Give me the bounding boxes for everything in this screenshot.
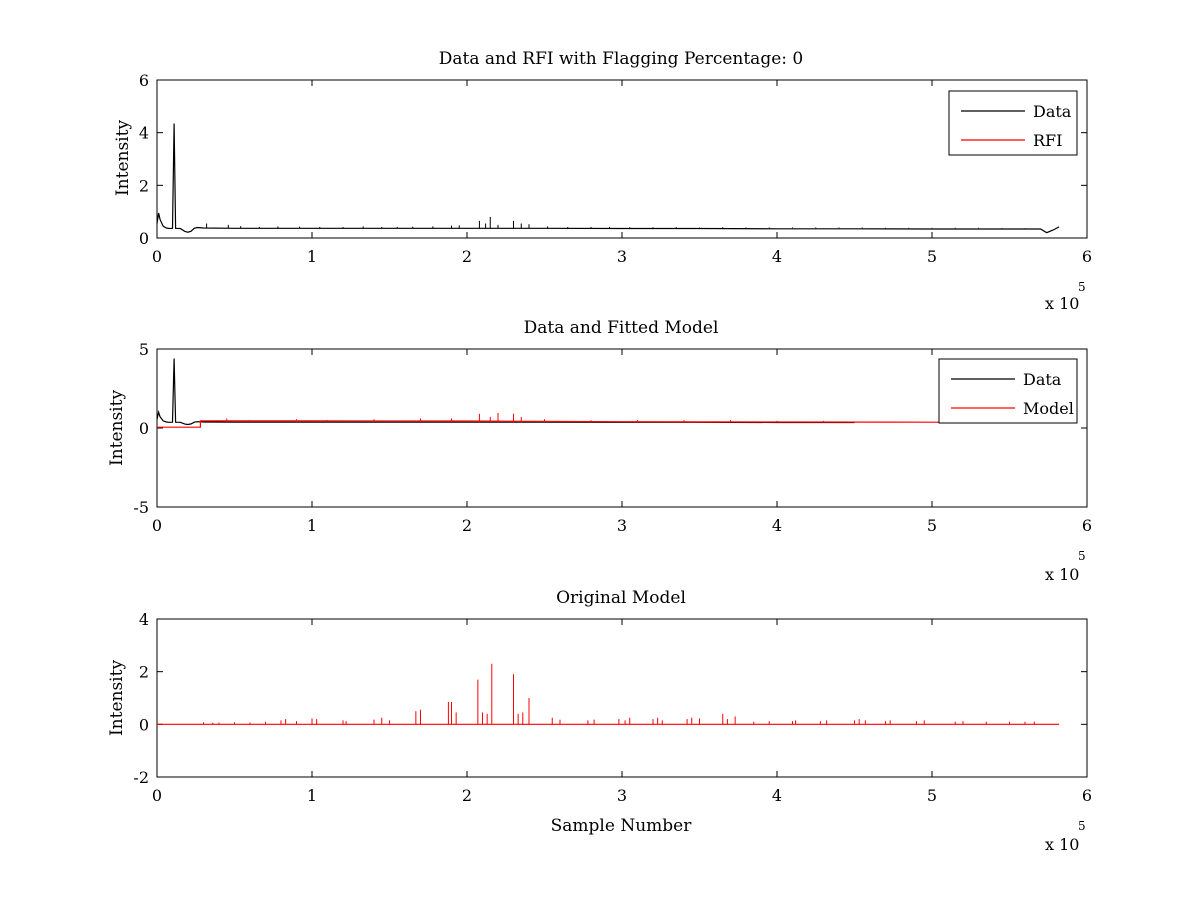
subplot-rfi: Data and RFI with Flagging Percentage: 0… xyxy=(113,49,1092,313)
x-tick-label: 4 xyxy=(772,516,782,535)
y-tick-label: -2 xyxy=(133,768,149,787)
subplot-fit: Data and Fitted Model Intensity x 10 5 0… xyxy=(107,318,1092,584)
legend-label: Data xyxy=(1023,370,1062,389)
x-tick-label: 5 xyxy=(927,247,937,266)
y-tick-label: 6 xyxy=(139,71,149,90)
x-tick-label: 0 xyxy=(152,247,162,266)
plot-title: Data and Fitted Model xyxy=(524,318,719,338)
x-tick-label: 1 xyxy=(307,247,317,266)
x-tick-label: 1 xyxy=(307,786,317,805)
x-multiplier-base: x 10 xyxy=(1045,294,1079,313)
x-tick-label: 3 xyxy=(617,247,627,266)
y-axis-label: Intensity xyxy=(113,120,133,196)
series-line-data xyxy=(156,358,855,426)
x-multiplier-base: x 10 xyxy=(1045,565,1079,584)
plot-title: Data and RFI with Flagging Percentage: 0 xyxy=(439,49,803,69)
x-tick-label: 6 xyxy=(1082,516,1092,535)
legend-box xyxy=(938,358,1078,424)
x-tick-label: 5 xyxy=(927,516,937,535)
y-tick-label: 2 xyxy=(139,176,149,195)
y-tick-label: 0 xyxy=(139,715,149,734)
x-tick-label: 2 xyxy=(462,516,472,535)
x-multiplier-exponent: 5 xyxy=(1078,280,1086,294)
legend-label: Model xyxy=(1023,399,1074,418)
x-tick-label: 5 xyxy=(927,786,937,805)
x-tick-label: 6 xyxy=(1082,247,1092,266)
x-tick-label: 6 xyxy=(1082,786,1092,805)
y-tick-label: 0 xyxy=(139,229,149,248)
x-tick-label: 0 xyxy=(152,516,162,535)
legend-label: Data xyxy=(1033,102,1072,121)
y-tick-label: 5 xyxy=(139,340,149,359)
x-tick-label: 1 xyxy=(307,516,317,535)
y-tick-label: 2 xyxy=(139,663,149,682)
x-axis-label: Sample Number xyxy=(551,816,693,836)
x-multiplier-exponent: 5 xyxy=(1078,819,1086,833)
x-multiplier-exponent: 5 xyxy=(1078,549,1086,563)
legend-box xyxy=(948,90,1078,156)
x-tick-label: 2 xyxy=(462,786,472,805)
x-tick-label: 4 xyxy=(772,247,782,266)
y-tick-label: -5 xyxy=(133,498,149,517)
x-tick-label: 2 xyxy=(462,247,472,266)
y-tick-label: 4 xyxy=(139,610,149,629)
series-line-model xyxy=(157,420,1060,428)
legend-label: RFI xyxy=(1033,131,1062,150)
plot-title: Original Model xyxy=(556,588,686,608)
y-axis-label: Intensity xyxy=(107,390,127,466)
y-axis-label: Intensity xyxy=(107,660,127,736)
x-tick-label: 4 xyxy=(772,786,782,805)
y-tick-label: 0 xyxy=(139,419,149,438)
x-tick-label: 3 xyxy=(617,786,627,805)
series-line-data xyxy=(156,123,1060,234)
subplot-original-model: Original Model Intensity Sample Number x… xyxy=(107,588,1092,854)
x-tick-label: 3 xyxy=(617,516,627,535)
x-multiplier-base: x 10 xyxy=(1045,835,1079,854)
x-tick-label: 0 xyxy=(152,786,162,805)
y-tick-label: 4 xyxy=(139,124,149,143)
